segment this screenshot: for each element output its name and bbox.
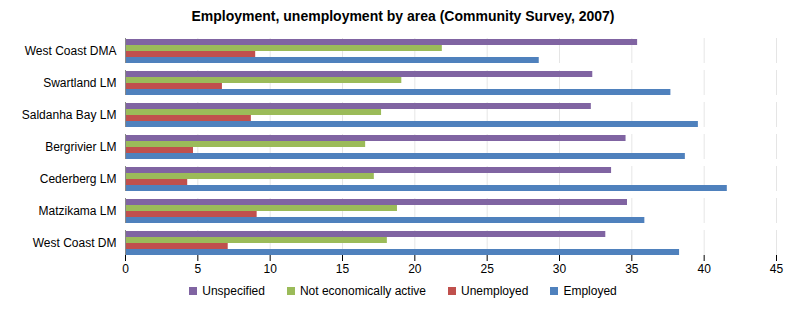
svg-text:5: 5 — [194, 262, 201, 276]
svg-text:Matzikama LM: Matzikama LM — [38, 204, 116, 218]
svg-text:Swartland LM: Swartland LM — [43, 76, 116, 90]
svg-text:25: 25 — [480, 262, 494, 276]
svg-text:40: 40 — [697, 262, 711, 276]
svg-text:10: 10 — [263, 262, 277, 276]
html-text:Not economically active: Not economically active — [299, 284, 426, 298]
svg-text:0: 0 — [122, 262, 129, 276]
html-text:Unemployed: Unemployed — [461, 284, 529, 298]
svg-text:Bergrivier LM: Bergrivier LM — [45, 140, 116, 154]
svg-text:30: 30 — [553, 262, 567, 276]
svg-text:Saldanha Bay LM: Saldanha Bay LM — [22, 108, 117, 122]
svg-text:West Coast DM: West Coast DM — [33, 236, 117, 250]
svg-text:15: 15 — [336, 262, 350, 276]
svg-text:35: 35 — [625, 262, 639, 276]
svg-text:45: 45 — [770, 262, 784, 276]
html-text:Employed: Employed — [563, 284, 617, 298]
svg-text:West Coast DMA: West Coast DMA — [25, 44, 117, 58]
html-text:Unspecified: Unspecified — [202, 284, 265, 298]
svg-text:20: 20 — [408, 262, 422, 276]
html-text:Employment, unemployment by ar: Employment, unemployment by area (Commun… — [191, 8, 615, 24]
svg-text:Cederberg LM: Cederberg LM — [40, 172, 117, 186]
